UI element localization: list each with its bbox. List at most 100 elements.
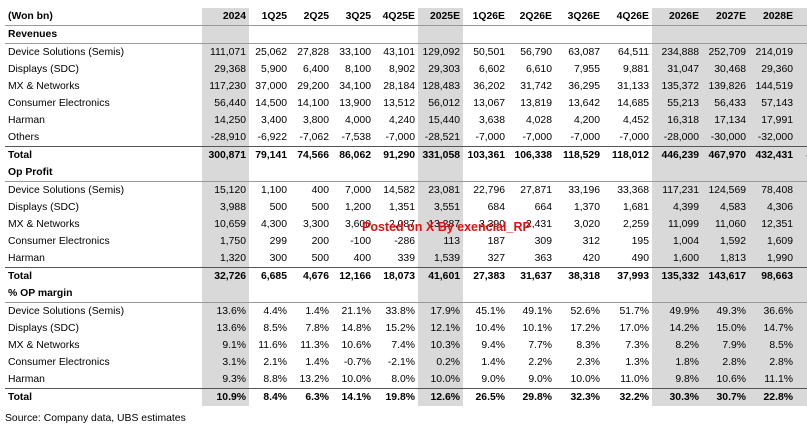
value-cell: 14,582 [383,185,415,196]
value-cell: 8.2% [652,337,702,354]
value-cell: 8.8% [263,374,287,385]
value-cell: 363 [534,253,552,264]
value-cell: 5,900 [260,64,287,75]
value-cell: 25,062 [255,47,287,58]
value-cell: 49.3% [702,302,749,320]
value-cell: 117,230 [202,78,249,95]
value-cell: 17.9% [418,302,463,320]
value-cell: 27,947 [796,61,807,78]
value-cell: 30.7% [702,388,749,406]
header-row: (Won bn) 2024 1Q25 2Q25 3Q25 4Q25E 2025E 1Q26E 2… [5,8,807,26]
value-cell: 36.6% [749,302,796,320]
value-cell: 113 [418,233,463,250]
value-cell: 10.0% [341,374,371,385]
header-period: 2026E [652,8,702,26]
value-cell: 3,400 [260,115,287,126]
value-cell: 143,617 [702,267,749,285]
value-cell: 3,635 [796,199,807,216]
value-cell: 9.1% [202,337,249,354]
value-cell: 8.4% [249,388,290,406]
value-cell: 1,351 [388,202,415,213]
value-cell: 4,452 [622,115,649,126]
table-row: MX & Networks 117,230 37,000 29,200 34,100 28… [5,78,807,95]
value-cell: 1.4% [305,306,329,317]
value-cell: -7,000 [385,132,415,143]
empty-cell [796,164,807,182]
value-cell: 50,501 [473,47,505,58]
header-period: 2025E [418,8,463,26]
row-label: Displays (SDC) [8,323,80,334]
value-cell: 10.6% [702,371,749,389]
empty-cell [702,164,749,182]
value-cell: 98,663 [749,267,796,285]
value-cell: 1,587 [796,233,807,250]
empty-cell [463,285,508,303]
value-cell: 78,408 [749,181,796,199]
value-cell: 13,819 [520,98,552,109]
source-footnote: Source: Company data, UBS estimates [5,413,186,424]
value-cell: -0.7% [343,357,371,368]
row-label: Device Solutions (Semis) [8,47,125,58]
value-cell: 10.9% [202,388,249,406]
value-cell: 56,433 [702,95,749,112]
value-cell: 32.3% [555,388,603,406]
value-cell: 128,483 [418,78,463,95]
row-label: Total [5,146,202,164]
value-cell: 13,067 [473,98,505,109]
value-cell: 14.7% [749,320,796,337]
value-cell: 4,676 [290,267,332,285]
value-cell: 57,131 [796,95,807,112]
value-cell: 124,569 [702,181,749,199]
value-cell: -7,000 [475,132,505,143]
value-cell: 299 [269,236,287,247]
empty-cell [418,25,463,44]
value-cell: -6,922 [257,132,287,143]
value-cell: 31,047 [652,61,702,78]
row-label: Displays (SDC) [8,64,80,75]
value-cell: 49.9% [652,302,702,320]
value-cell: 2,431 [525,219,552,230]
value-cell: 56,790 [520,47,552,58]
empty-cell [202,285,249,303]
header-period: 1Q26E [463,8,508,26]
value-cell: 9.0% [481,374,505,385]
value-cell: -7,000 [570,132,600,143]
value-cell: 13,512 [383,98,415,109]
row-label: Total [5,267,202,285]
value-cell: 12.1% [418,320,463,337]
value-cell: 13,642 [568,98,600,109]
value-cell: 10.0% [570,374,600,385]
empty-cell [418,285,463,303]
value-cell: 7,955 [573,64,600,75]
value-cell: 664 [534,202,552,213]
value-cell: 9.4% [481,340,505,351]
empty-cell [603,285,652,303]
empty-cell [374,25,418,44]
section-title: Op Profit [5,164,202,182]
value-cell: 13.6% [202,302,249,320]
value-cell: 2.2% [528,357,552,368]
table-row: MX & Networks 9.1% 11.6% 11.3% 10.6% 7.4% 10.3… [5,337,807,354]
value-cell: 8.5% [749,337,796,354]
value-cell: 2,089 [796,250,807,268]
empty-cell [332,25,374,44]
empty-cell [652,285,702,303]
table-row: Harman 9.3% 8.8% 13.2% 10.0% 8.0% 10.0% 9.0% 9.0… [5,371,807,389]
value-cell: 10.4% [475,323,505,334]
empty-cell [652,25,702,44]
empty-cell [290,25,332,44]
value-cell: 4,028 [525,115,552,126]
section-heading-row: Revenues [5,25,807,44]
value-cell: 26.5% [463,388,508,406]
section-title: Revenues [5,25,202,44]
value-cell: 6,602 [478,64,505,75]
value-cell: 33,196 [568,185,600,196]
value-cell: 500 [269,202,287,213]
value-cell: 10.6% [341,340,371,351]
value-cell: 11.1% [749,371,796,389]
value-cell: 8.5% [263,323,287,334]
value-cell: -28,521 [418,129,463,147]
watermark-text: Posted on X By exencial_RP [362,220,531,234]
value-cell: 312 [582,236,600,247]
